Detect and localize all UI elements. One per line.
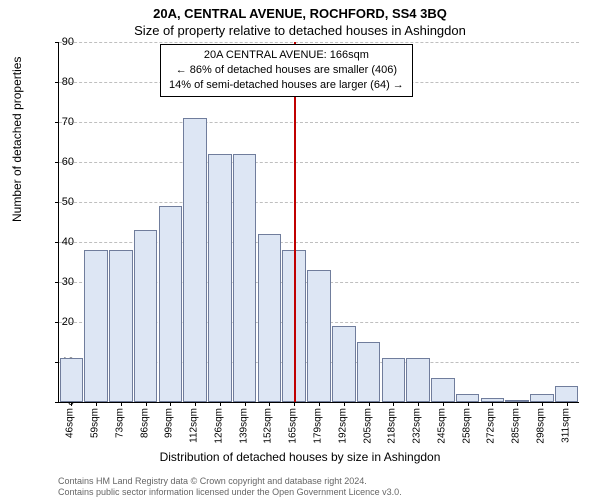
info-box: 20A CENTRAL AVENUE: 166sqm ← 86% of deta… [160, 44, 413, 97]
x-tick-mark [220, 402, 221, 406]
x-tick-mark [393, 402, 394, 406]
x-tick-mark [121, 402, 122, 406]
histogram-bar [382, 358, 406, 402]
x-tick-label: 179sqm [313, 408, 324, 444]
histogram-bar [134, 230, 158, 402]
x-tick-label: 86sqm [139, 408, 150, 438]
x-tick-mark [245, 402, 246, 406]
histogram-bar [84, 250, 108, 402]
histogram-bar [159, 206, 183, 402]
y-tick-mark [55, 122, 59, 123]
x-tick-label: 232sqm [412, 408, 423, 444]
x-tick-label: 165sqm [288, 408, 299, 444]
x-tick-label: 192sqm [337, 408, 348, 444]
x-tick-label: 272sqm [486, 408, 497, 444]
x-tick-mark [170, 402, 171, 406]
histogram-bar [406, 358, 430, 402]
x-tick-label: 152sqm [263, 408, 274, 444]
x-tick-label: 311sqm [560, 408, 571, 443]
y-tick-mark [55, 402, 59, 403]
histogram-bar [481, 398, 505, 402]
info-line-2: ← 86% of detached houses are smaller (40… [169, 63, 404, 78]
y-tick-label: 30 [62, 276, 74, 288]
histogram-bar [208, 154, 232, 402]
x-tick-mark [542, 402, 543, 406]
x-tick-mark [443, 402, 444, 406]
histogram-bar [530, 394, 554, 402]
x-tick-label: 218sqm [387, 408, 398, 444]
y-tick-label: 80 [62, 76, 74, 88]
y-tick-label: 50 [62, 196, 74, 208]
x-tick-mark [195, 402, 196, 406]
x-tick-label: 126sqm [213, 408, 224, 444]
x-tick-label: 99sqm [164, 408, 175, 438]
y-tick-mark [55, 42, 59, 43]
histogram-bar [505, 400, 529, 402]
y-tick-label: 20 [62, 316, 74, 328]
x-tick-mark [567, 402, 568, 406]
x-tick-mark [319, 402, 320, 406]
y-tick-mark [55, 82, 59, 83]
histogram-bar [332, 326, 356, 402]
y-tick-mark [55, 242, 59, 243]
x-tick-mark [517, 402, 518, 406]
y-tick-mark [55, 362, 59, 363]
y-tick-mark [55, 282, 59, 283]
histogram-bar [233, 154, 257, 402]
x-tick-mark [269, 402, 270, 406]
x-tick-label: 205sqm [362, 408, 373, 444]
histogram-bar [555, 386, 579, 402]
x-tick-mark [492, 402, 493, 406]
credits-line-2: Contains public sector information licen… [58, 487, 578, 498]
histogram-bar [431, 378, 455, 402]
info-line-1: 20A CENTRAL AVENUE: 166sqm [169, 48, 404, 63]
histogram-bar [109, 250, 133, 402]
gridline [59, 122, 579, 124]
histogram-bar [183, 118, 207, 402]
histogram-bar [258, 234, 282, 402]
x-tick-label: 59sqm [90, 408, 101, 438]
y-tick-label: 40 [62, 236, 74, 248]
credits-line-1: Contains HM Land Registry data © Crown c… [58, 476, 578, 487]
y-tick-label: 70 [62, 116, 74, 128]
x-tick-label: 245sqm [436, 408, 447, 444]
histogram-bar [456, 394, 480, 402]
x-tick-mark [344, 402, 345, 406]
histogram-bar [307, 270, 331, 402]
y-tick-label: 90 [62, 36, 74, 48]
x-tick-mark [146, 402, 147, 406]
x-axis-label: Distribution of detached houses by size … [0, 450, 600, 464]
x-tick-label: 73sqm [114, 408, 125, 438]
x-tick-label: 285sqm [511, 408, 522, 444]
page-subtitle: Size of property relative to detached ho… [0, 21, 600, 38]
x-tick-mark [294, 402, 295, 406]
x-tick-mark [96, 402, 97, 406]
y-tick-mark [55, 202, 59, 203]
x-tick-label: 258sqm [461, 408, 472, 444]
x-tick-label: 46sqm [65, 408, 76, 438]
y-tick-mark [55, 162, 59, 163]
credits: Contains HM Land Registry data © Crown c… [58, 476, 578, 498]
y-tick-label: 60 [62, 156, 74, 168]
info-line-3: 14% of semi-detached houses are larger (… [169, 78, 404, 93]
x-tick-mark [468, 402, 469, 406]
histogram-bar [60, 358, 84, 402]
y-tick-mark [55, 322, 59, 323]
x-tick-mark [369, 402, 370, 406]
x-tick-label: 139sqm [238, 408, 249, 444]
page-title: 20A, CENTRAL AVENUE, ROCHFORD, SS4 3BQ [0, 0, 600, 21]
y-axis-label: Number of detached properties [10, 57, 24, 222]
x-tick-mark [418, 402, 419, 406]
x-tick-label: 298sqm [535, 408, 546, 444]
gridline [59, 162, 579, 164]
histogram-bar [357, 342, 381, 402]
gridline [59, 202, 579, 204]
x-tick-label: 112sqm [189, 408, 200, 443]
